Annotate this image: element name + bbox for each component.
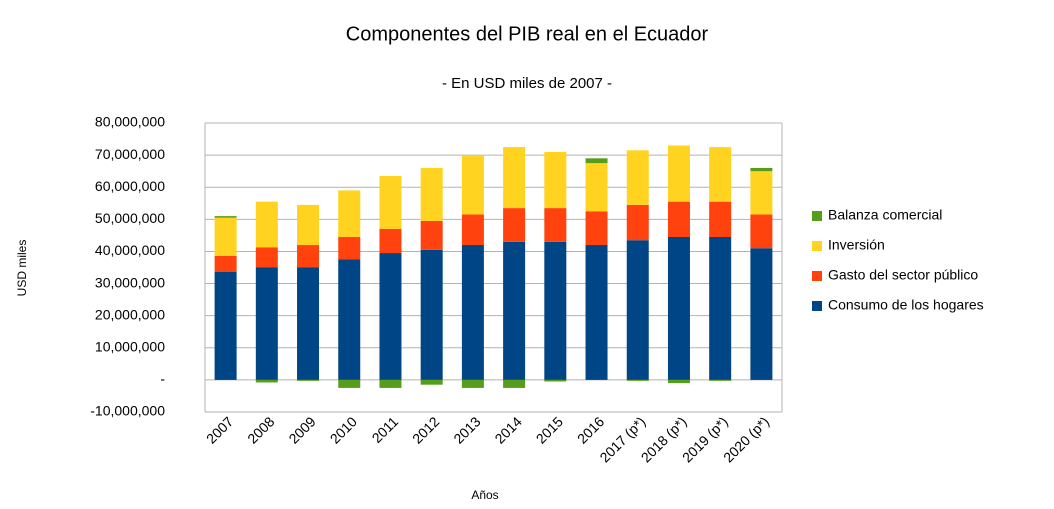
bar-segment (750, 171, 773, 215)
legend-swatch (812, 241, 822, 251)
bar-segment (379, 175, 402, 229)
bar-segment (461, 245, 484, 380)
bar-segment (461, 155, 484, 215)
bar-segment (626, 204, 649, 241)
bar-segment (379, 253, 402, 380)
x-tick-label: 2015 (533, 413, 566, 446)
bar-segment (214, 255, 237, 272)
bar-segment (544, 379, 567, 382)
bar-segment (338, 190, 361, 237)
legend-label: Inversión (828, 237, 885, 253)
bar-segment (420, 220, 443, 250)
legend-label: Balanza comercial (828, 207, 942, 223)
bar-segment (626, 379, 649, 381)
bar-segment (667, 145, 690, 202)
bar-segment (709, 147, 732, 202)
bar-segment (503, 241, 526, 380)
bar-segment (255, 267, 278, 380)
bar-segment (503, 147, 526, 209)
y-tick-label: 50,000,000 (95, 210, 165, 226)
y-tick-label: 70,000,000 (95, 146, 165, 162)
bar-segment (667, 236, 690, 380)
chart-title: Componentes del PIB real en el Ecuador (346, 23, 709, 45)
x-tick-label: 2009 (285, 413, 318, 446)
y-tick-label: - (160, 371, 165, 387)
bar-segment (544, 208, 567, 242)
bar-segment (379, 228, 402, 254)
x-tick-label: 2014 (492, 413, 525, 446)
bar-segment (544, 241, 567, 380)
bar-segment (297, 267, 320, 380)
bar-segment (297, 245, 320, 268)
y-tick-label: 60,000,000 (95, 178, 165, 194)
x-tick-label: 2016 (574, 413, 607, 446)
bar-segment (255, 247, 278, 268)
legend-label: Consumo de los hogares (828, 297, 984, 313)
bar-segment (750, 214, 773, 249)
y-tick-label: 10,000,000 (95, 338, 165, 354)
x-tick-label: 2008 (244, 413, 277, 446)
bar-segment (379, 379, 402, 388)
legend-swatch (812, 301, 822, 311)
bar-segment (297, 204, 320, 246)
bar-segment (338, 236, 361, 260)
x-tick-label: 2011 (369, 413, 402, 446)
bar-segment (709, 236, 732, 380)
legend-swatch (812, 211, 822, 221)
bar-segment (255, 379, 278, 383)
y-tick-label: 80,000,000 (95, 114, 165, 130)
bar-segment (503, 379, 526, 388)
x-tick-label: 2020 (p*) (720, 413, 772, 465)
bar-segment (461, 214, 484, 246)
bar-segment (420, 379, 443, 385)
bar-segment (667, 379, 690, 384)
bar-segment (214, 216, 237, 218)
bar-segment (338, 379, 361, 388)
x-axis-label: Años (471, 488, 498, 502)
x-tick-label: 2012 (409, 413, 442, 446)
x-tick-label: 2013 (450, 413, 483, 446)
y-tick-label: 30,000,000 (95, 274, 165, 290)
bar-segment (420, 249, 443, 380)
y-tick-label: -10,000,000 (90, 403, 165, 419)
legend-label: Gasto del sector público (828, 267, 978, 283)
bar-segment (585, 163, 608, 212)
bar-segment (626, 150, 649, 205)
bar-segment (750, 248, 773, 380)
bar-segment (420, 167, 443, 221)
bar-segment (709, 379, 732, 381)
bar-segment (585, 245, 608, 380)
bar-segment (461, 379, 484, 388)
bar-segment (255, 201, 278, 248)
y-tick-label: 40,000,000 (95, 242, 165, 258)
bar-segment (297, 379, 320, 381)
x-tick-label: 2007 (203, 413, 236, 446)
y-tick-label: 20,000,000 (95, 306, 165, 322)
bar-segment (338, 259, 361, 380)
chart-subtitle: - En USD miles de 2007 - (442, 75, 612, 92)
bar-segment (667, 201, 690, 237)
legend-swatch (812, 271, 822, 281)
bar-segment (544, 151, 567, 209)
bar-segment (626, 240, 649, 380)
bar-segment (585, 211, 608, 246)
bar-segment (214, 217, 237, 256)
bar-segment (585, 158, 608, 164)
bar-segment (709, 201, 732, 237)
y-axis-label: USD miles (15, 240, 29, 297)
bar-segment (750, 167, 773, 172)
bar-segment (503, 208, 526, 242)
x-tick-label: 2010 (327, 413, 360, 446)
bar-segment (214, 271, 237, 380)
